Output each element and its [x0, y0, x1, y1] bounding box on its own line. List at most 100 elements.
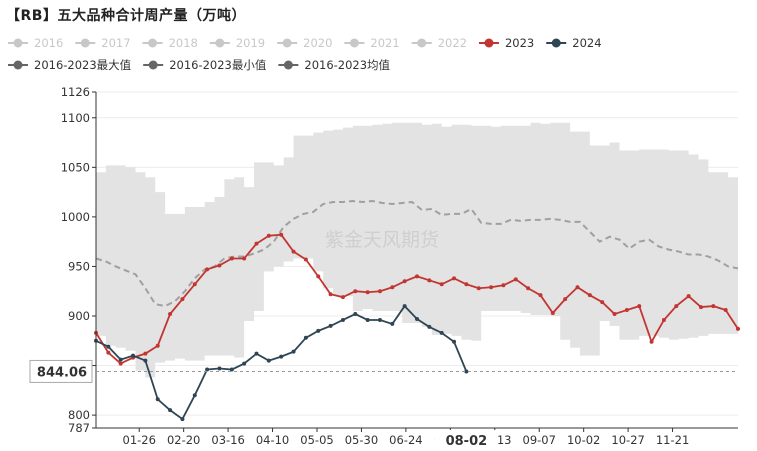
- point-s2023: [365, 290, 370, 295]
- x-tick-label: 05-05: [300, 433, 333, 447]
- point-s2023: [736, 326, 740, 331]
- point-s2024: [106, 344, 111, 349]
- point-s2023: [390, 285, 395, 290]
- point-s2023: [686, 294, 691, 299]
- legend-item-s2021[interactable]: 2021: [344, 36, 400, 50]
- point-s2023: [723, 308, 728, 313]
- x-tick-label: 11-21: [656, 433, 689, 447]
- legend-item-s2018[interactable]: 2018: [142, 36, 198, 50]
- point-s2024: [118, 357, 123, 362]
- x-hover-label: 08-02: [446, 434, 488, 449]
- point-s2023: [328, 292, 333, 297]
- point-s2024: [390, 321, 395, 326]
- chart-title: 【RB】五大品种合计周产量（万吨）: [6, 8, 246, 24]
- point-s2023: [229, 256, 234, 261]
- point-s2024: [365, 317, 370, 322]
- point-s2024: [377, 317, 382, 322]
- legend-item-s2023[interactable]: 2023: [478, 36, 534, 50]
- point-s2023: [439, 282, 444, 287]
- series-avg-line: [95, 200, 739, 308]
- point-s2023: [180, 297, 185, 302]
- legend-marker: [215, 38, 225, 48]
- legend-marker: [283, 60, 293, 70]
- x-tick-label: 06-24: [389, 433, 422, 447]
- legend-item-s2019[interactable]: 2019: [209, 36, 265, 50]
- x-tick-label: 02-20: [167, 433, 200, 447]
- x-tick-label: 03-16: [211, 433, 244, 447]
- point-s2023: [291, 249, 296, 254]
- point-s2024: [439, 330, 444, 335]
- point-s2023: [205, 267, 210, 272]
- point-s2024: [266, 358, 271, 363]
- point-s2023: [513, 277, 518, 282]
- point-s2024: [415, 316, 419, 321]
- point-s2023: [143, 351, 148, 356]
- point-s2023: [600, 300, 605, 305]
- legend-item-s2022[interactable]: 2022: [411, 36, 467, 50]
- x-axis: 01-2602-2003-1604-1005-0505-3006-2407-19…: [96, 427, 738, 447]
- legend-marker: [417, 38, 427, 48]
- point-s2023: [155, 343, 160, 348]
- point-s2024: [192, 393, 197, 398]
- legend-label: 2016-2023最大值: [34, 58, 132, 72]
- point-s2023: [661, 317, 666, 322]
- y-tick-label: 950: [68, 259, 90, 273]
- point-s2023: [624, 308, 629, 313]
- point-s2023: [637, 304, 642, 309]
- x-tick-label: 01-26: [123, 433, 156, 447]
- point-s2023: [476, 286, 481, 291]
- legend-item-s2016[interactable]: 2016: [8, 36, 63, 50]
- point-s2023: [452, 276, 457, 281]
- point-s2023: [427, 278, 432, 283]
- point-s2024: [131, 353, 136, 358]
- legend-item-avg[interactable]: 2016-2023均值: [278, 58, 391, 72]
- point-s2024: [242, 361, 247, 366]
- point-s2023: [415, 274, 419, 279]
- legend-label: 2021: [370, 36, 399, 50]
- point-s2023: [402, 279, 407, 284]
- point-s2023: [698, 305, 703, 310]
- legend-label: 2022: [438, 36, 467, 50]
- point-s2024: [328, 323, 333, 328]
- legend-label: 2016-2023均值: [304, 58, 390, 72]
- y-tick-label: 900: [68, 309, 90, 323]
- legend-marker: [551, 38, 561, 48]
- legend-label: 2020: [303, 36, 332, 50]
- legend-item-s2020[interactable]: 2020: [277, 36, 332, 50]
- legend-item-s2017[interactable]: 2017: [75, 36, 131, 50]
- legend-marker: [349, 38, 359, 48]
- point-s2023: [377, 289, 382, 294]
- point-s2023: [711, 304, 716, 309]
- point-s2023: [303, 257, 308, 262]
- point-s2024: [155, 397, 160, 402]
- point-s2023: [168, 312, 173, 317]
- point-s2023: [649, 339, 654, 344]
- point-s2024: [452, 339, 457, 344]
- point-s2024: [180, 417, 185, 422]
- legend-item-s2024[interactable]: 2024: [546, 36, 602, 50]
- point-s2024: [143, 358, 148, 363]
- legend: 2016 2017 2018 2019 2020 2021 2022 2023 2024 2016…: [8, 36, 602, 72]
- watermark: 紫金天风期货: [325, 229, 439, 251]
- point-s2023: [526, 286, 531, 291]
- point-s2024: [316, 328, 321, 333]
- point-s2024: [303, 335, 308, 340]
- legend-item-min[interactable]: 2016-2023最小值: [143, 58, 267, 72]
- point-s2023: [563, 297, 568, 302]
- legend-marker: [484, 38, 494, 48]
- y-tick-label: 1050: [61, 160, 90, 174]
- y-hover-label: 844.06: [37, 365, 87, 380]
- point-s2023: [612, 312, 617, 317]
- point-s2023: [353, 289, 358, 294]
- legend-marker: [282, 38, 292, 48]
- point-s2023: [106, 350, 111, 355]
- point-s2023: [279, 232, 284, 237]
- point-s2023: [587, 293, 592, 298]
- point-s2024: [427, 324, 432, 329]
- min-max-band: [96, 122, 738, 378]
- point-s2023: [242, 256, 247, 261]
- legend-item-max[interactable]: 2016-2023最大值: [8, 58, 132, 72]
- x-tick-label: 05-30: [345, 433, 378, 447]
